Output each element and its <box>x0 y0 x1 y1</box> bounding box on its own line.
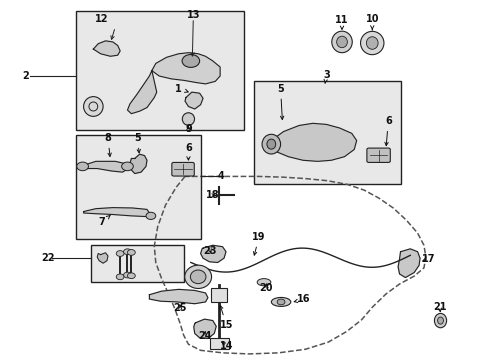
Text: 17: 17 <box>421 254 434 264</box>
Polygon shape <box>83 208 149 217</box>
Text: 24: 24 <box>197 331 211 341</box>
Ellipse shape <box>271 297 290 306</box>
FancyBboxPatch shape <box>91 244 183 282</box>
Ellipse shape <box>182 113 194 125</box>
Text: 14: 14 <box>219 341 233 351</box>
Text: 21: 21 <box>432 302 446 312</box>
Ellipse shape <box>433 314 446 328</box>
Circle shape <box>116 251 124 256</box>
Circle shape <box>127 249 135 255</box>
Text: 9: 9 <box>184 124 191 134</box>
Polygon shape <box>130 154 147 174</box>
Ellipse shape <box>331 31 351 53</box>
Polygon shape <box>152 53 220 84</box>
Text: 6: 6 <box>384 116 391 146</box>
Polygon shape <box>267 123 356 161</box>
Text: 23: 23 <box>203 246 217 256</box>
Ellipse shape <box>366 37 377 49</box>
Text: 19: 19 <box>252 232 265 255</box>
Ellipse shape <box>336 36 346 48</box>
Ellipse shape <box>266 139 275 149</box>
Text: 3: 3 <box>323 70 329 83</box>
Text: 22: 22 <box>41 253 55 263</box>
FancyBboxPatch shape <box>76 135 200 239</box>
Polygon shape <box>97 253 108 263</box>
Text: 20: 20 <box>259 283 273 293</box>
Ellipse shape <box>257 279 270 286</box>
Ellipse shape <box>360 31 383 55</box>
Text: 4: 4 <box>217 171 224 181</box>
Circle shape <box>116 274 124 280</box>
Polygon shape <box>149 289 207 304</box>
Ellipse shape <box>262 134 280 154</box>
FancyBboxPatch shape <box>210 338 228 349</box>
Polygon shape <box>193 319 216 338</box>
Text: 5: 5 <box>134 133 141 153</box>
Text: 16: 16 <box>293 294 310 305</box>
Text: 11: 11 <box>335 15 348 30</box>
Circle shape <box>122 162 133 171</box>
Polygon shape <box>397 249 419 278</box>
Polygon shape <box>127 71 157 114</box>
Ellipse shape <box>83 96 103 116</box>
FancyBboxPatch shape <box>211 288 226 302</box>
Circle shape <box>277 299 285 305</box>
Text: 10: 10 <box>365 14 378 30</box>
Circle shape <box>77 162 88 171</box>
Text: 18: 18 <box>205 190 219 201</box>
Ellipse shape <box>184 265 211 288</box>
FancyBboxPatch shape <box>254 81 400 184</box>
Circle shape <box>127 273 135 279</box>
Text: 5: 5 <box>277 84 284 120</box>
FancyBboxPatch shape <box>171 162 194 176</box>
Ellipse shape <box>437 317 443 324</box>
Text: 1: 1 <box>175 84 188 94</box>
Circle shape <box>123 272 131 278</box>
Circle shape <box>146 212 156 220</box>
Polygon shape <box>93 41 120 56</box>
Text: 15: 15 <box>219 306 233 330</box>
FancyBboxPatch shape <box>76 12 244 130</box>
Text: 13: 13 <box>186 10 200 20</box>
Text: 25: 25 <box>173 303 186 314</box>
Text: 6: 6 <box>184 143 191 160</box>
Ellipse shape <box>190 270 205 284</box>
FancyBboxPatch shape <box>366 148 389 162</box>
Polygon shape <box>184 92 203 109</box>
Text: 7: 7 <box>99 215 110 227</box>
Polygon shape <box>200 245 225 262</box>
Circle shape <box>182 54 199 67</box>
Text: 2: 2 <box>22 71 29 81</box>
Text: 8: 8 <box>104 133 111 157</box>
Polygon shape <box>81 161 128 172</box>
Text: 12: 12 <box>95 14 109 24</box>
Circle shape <box>123 249 131 255</box>
